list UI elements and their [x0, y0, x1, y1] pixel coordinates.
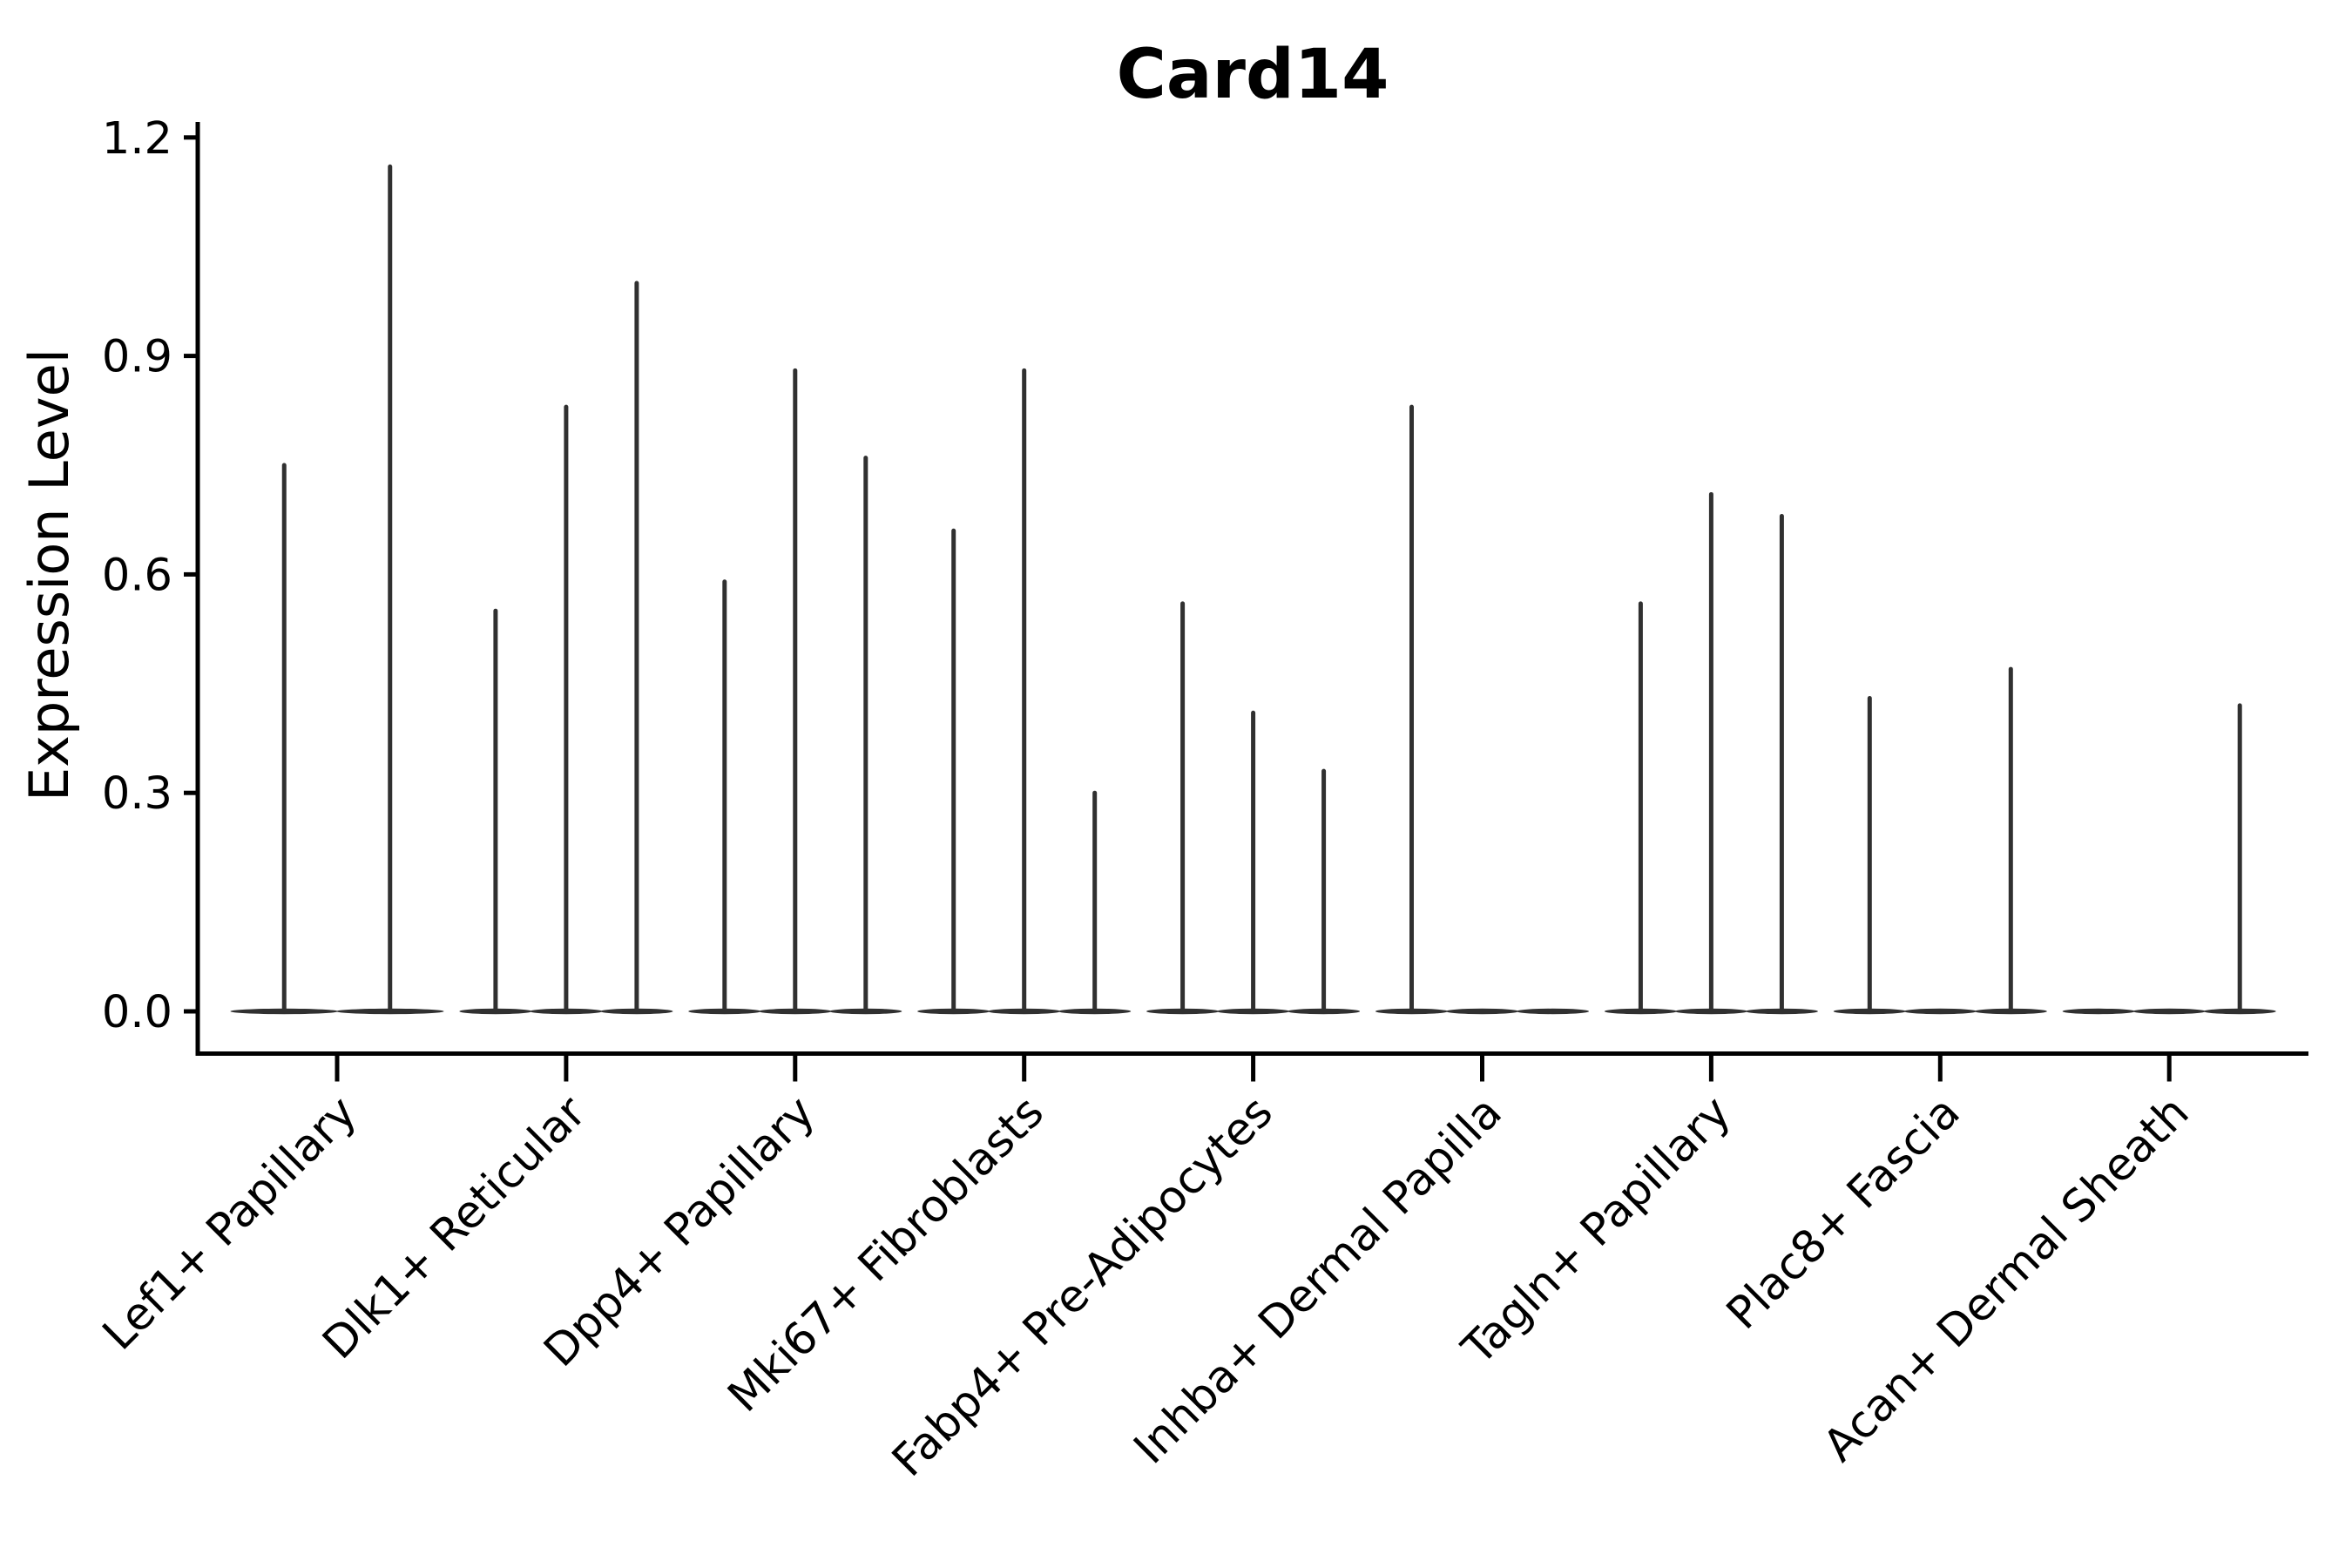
violin-group	[1604, 491, 1818, 1015]
x-tick-label: Acan+ Dermal Sheath	[1814, 1086, 2199, 1471]
violin-group	[459, 280, 673, 1015]
violin-group	[688, 368, 902, 1015]
y-tick-label: 0.6	[102, 550, 172, 601]
x-tick-label: Fabp4+ Pre-Adipocytes	[882, 1086, 1282, 1486]
chart-title: Card14	[1117, 36, 1389, 114]
violin-group	[1146, 601, 1361, 1015]
x-tick-label: Inhba+ Dermal Papilla	[1125, 1086, 1512, 1474]
violin-group	[2062, 703, 2276, 1015]
y-tick-label: 0.3	[102, 768, 172, 820]
violin-base	[1517, 1008, 1589, 1015]
violin-group	[1833, 666, 2047, 1015]
y-tick-label: 1.2	[102, 113, 172, 165]
x-tick-label: Plac8+ Fascia	[1717, 1086, 1970, 1339]
violin-base	[1903, 1008, 1977, 1015]
y-tick-label: 0.9	[102, 332, 172, 383]
violin-base	[1446, 1008, 1518, 1015]
violin-base	[2132, 1008, 2206, 1015]
violin-base	[2062, 1008, 2135, 1015]
violin-group	[917, 368, 1132, 1015]
violin-group	[230, 164, 444, 1015]
y-axis-label: Expression Level	[17, 348, 81, 801]
y-tick-label: 0.0	[102, 987, 172, 1038]
violin-group	[1375, 404, 1589, 1015]
violins	[230, 164, 2276, 1015]
